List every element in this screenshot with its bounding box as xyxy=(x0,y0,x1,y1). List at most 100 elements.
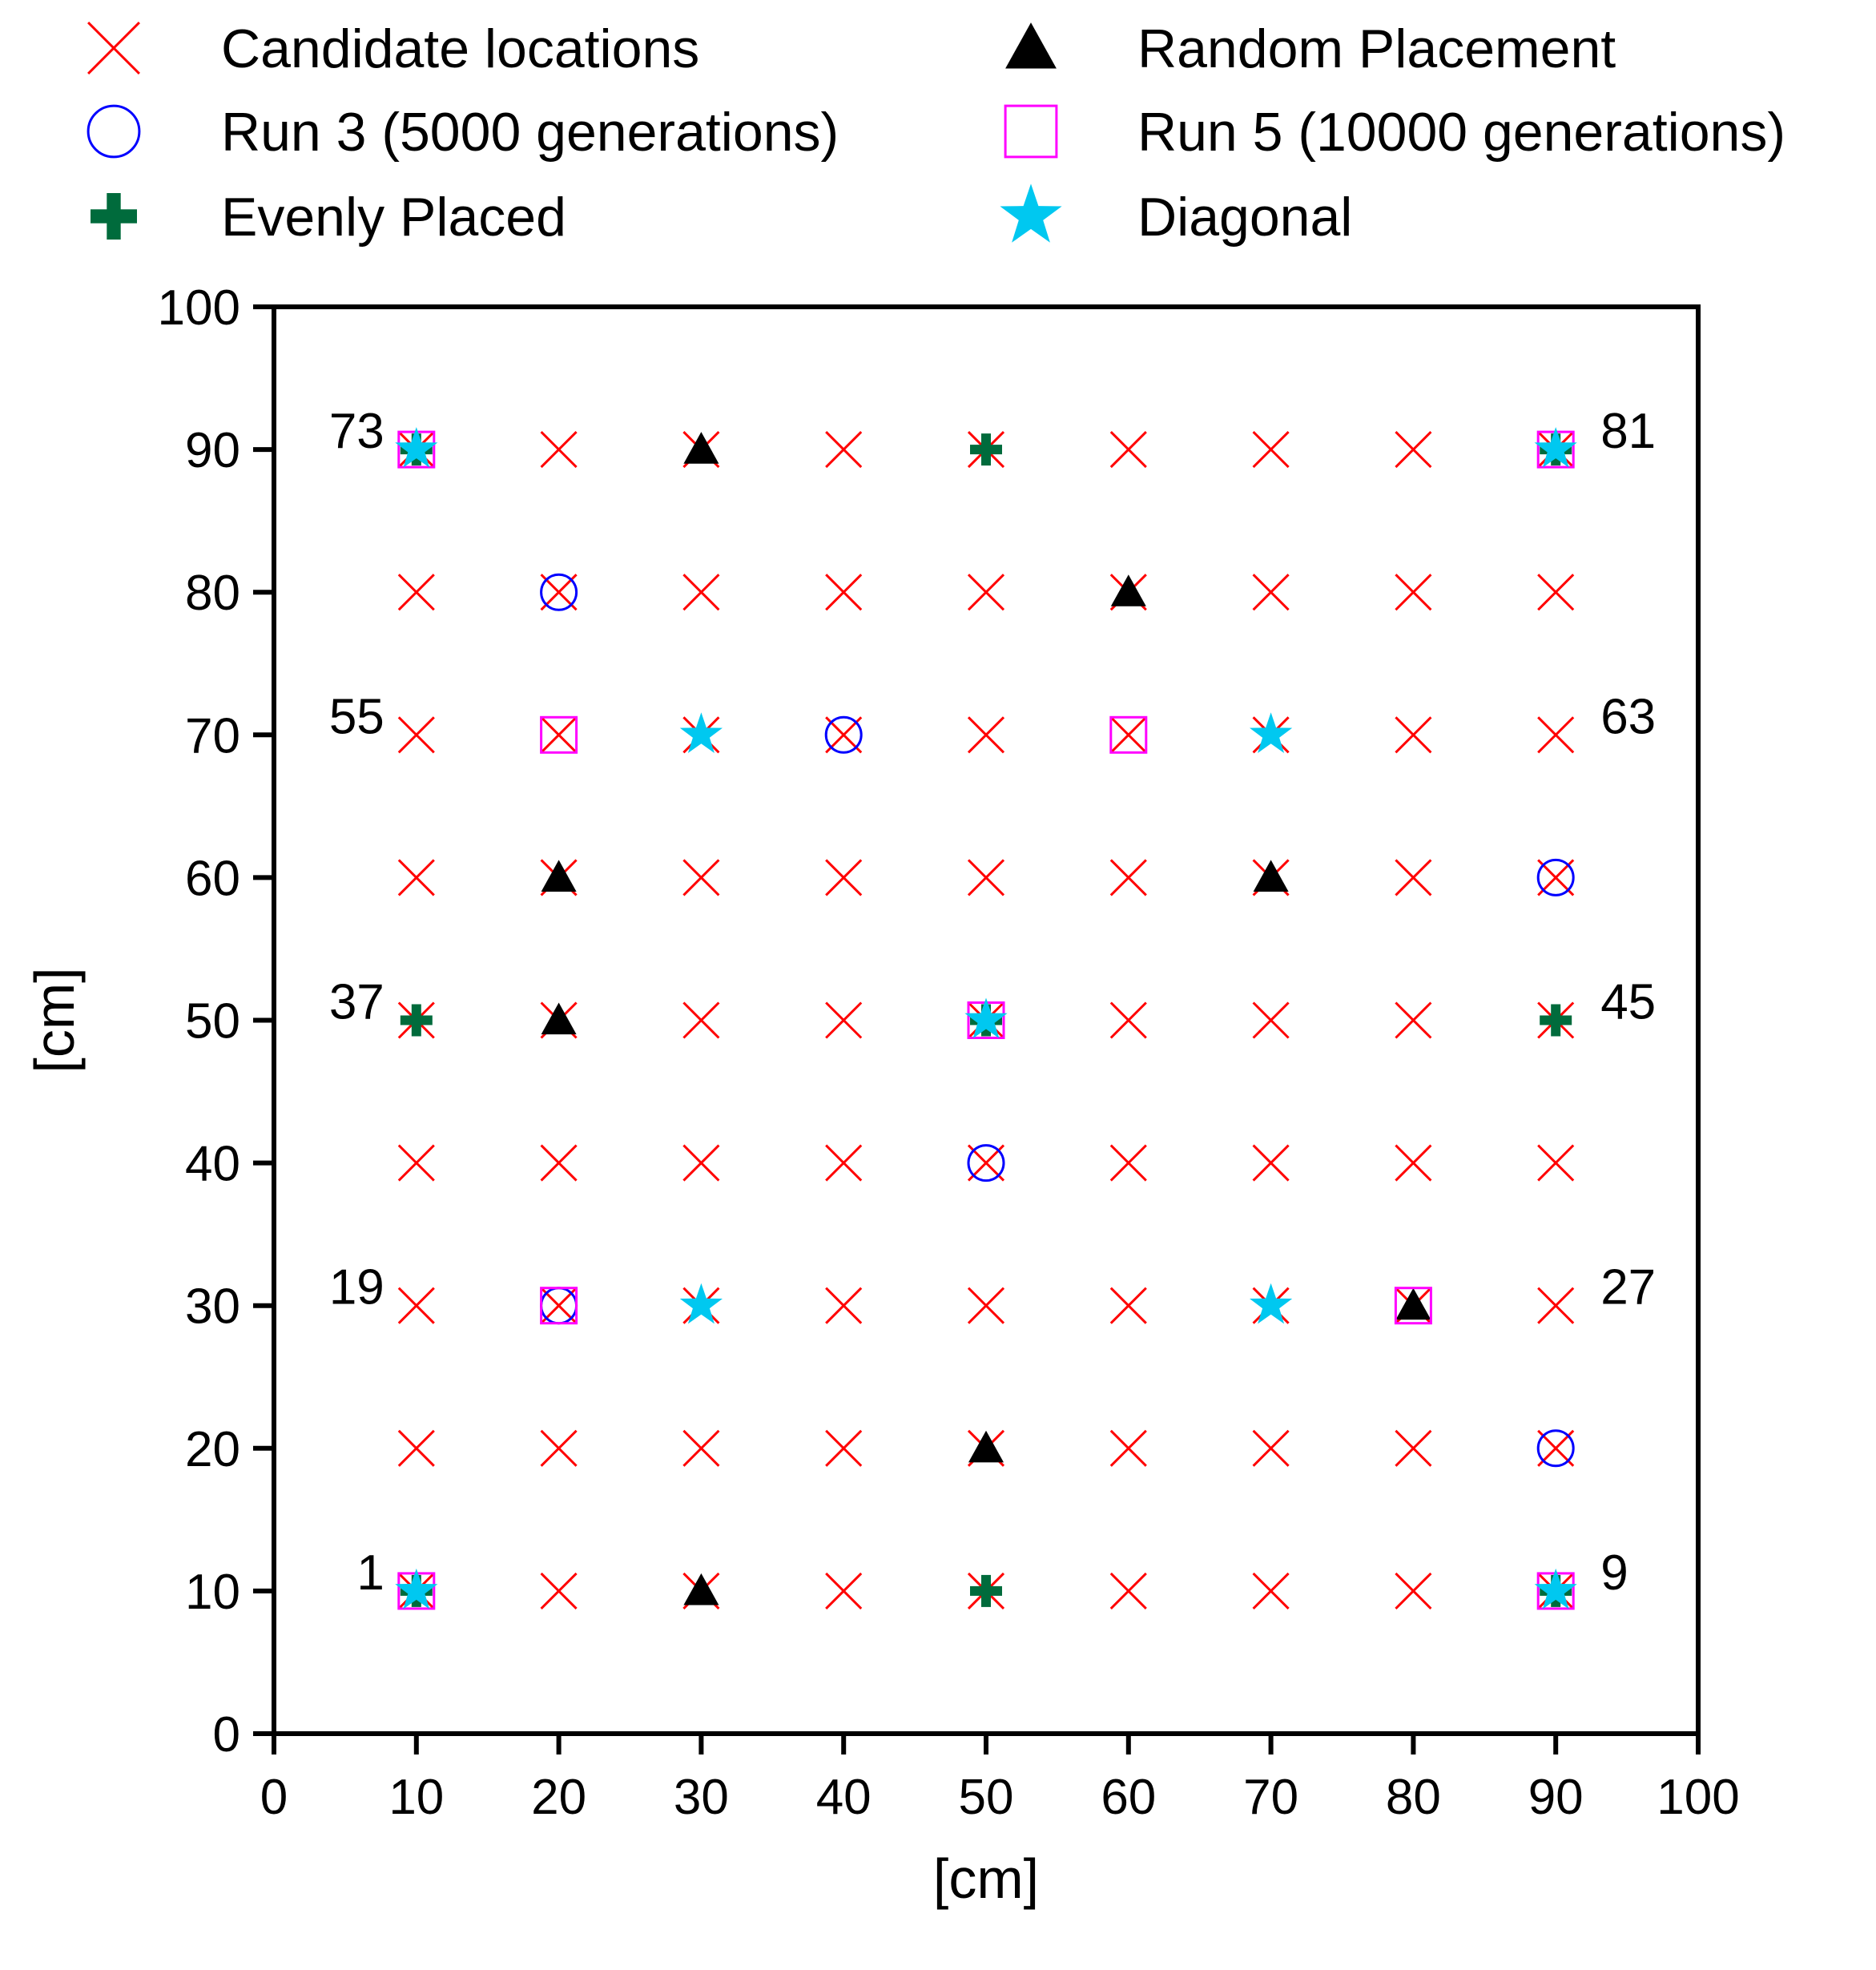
candidate-point xyxy=(1395,1429,1432,1467)
diagonal-point xyxy=(1250,712,1293,753)
diagonal-point xyxy=(679,1283,723,1324)
candidate-point xyxy=(1109,1429,1147,1467)
series-random xyxy=(541,432,1431,1605)
diagonal-point xyxy=(964,997,1008,1039)
x-tick-label: 60 xyxy=(1101,1770,1156,1825)
candidate-point xyxy=(967,716,1005,754)
candidate-point xyxy=(397,716,435,754)
legend-item-evenly: Evenly Placed xyxy=(91,187,566,248)
candidate-point xyxy=(1252,431,1290,469)
candidate-point xyxy=(1252,1144,1290,1182)
x-tick-label: 50 xyxy=(959,1770,1014,1825)
y-axis-title: [cm] xyxy=(23,967,86,1073)
candidate-point xyxy=(825,1287,863,1324)
candidate-point xyxy=(1109,1001,1147,1039)
legend-label-diagonal: Diagonal xyxy=(1137,187,1352,248)
location-index-label: 63 xyxy=(1600,689,1656,744)
candidate-point xyxy=(1537,1287,1575,1324)
location-index-label: 55 xyxy=(329,689,384,744)
y-tick-label: 90 xyxy=(185,423,240,478)
legend-item-diagonal: Diagonal xyxy=(1000,183,1352,248)
candidate-point xyxy=(1537,574,1575,611)
y-tick-label: 70 xyxy=(185,708,240,763)
candidate-point xyxy=(825,1429,863,1467)
y-axis: 0 10 20 30 40 50 60 70 80 90 100 xyxy=(158,280,274,1763)
run3-point xyxy=(824,715,863,754)
x-tick-label: 40 xyxy=(816,1770,872,1825)
candidate-point xyxy=(1109,431,1147,469)
run3-point xyxy=(967,1144,1005,1182)
run3-point xyxy=(1536,1429,1575,1468)
location-index-label: 81 xyxy=(1600,404,1656,459)
location-index-label: 9 xyxy=(1600,1545,1628,1601)
candidate-point xyxy=(540,1144,578,1182)
x-tick-label: 0 xyxy=(260,1770,288,1825)
legend-label-evenly: Evenly Placed xyxy=(221,187,566,248)
x-tick-label: 10 xyxy=(388,1770,444,1825)
legend-item-candidate: Candidate locations xyxy=(87,18,699,79)
x-tick-label: 80 xyxy=(1386,1770,1441,1825)
legend-marker-random xyxy=(1005,22,1057,69)
candidate-point xyxy=(825,1572,863,1609)
evenly-point xyxy=(970,1574,1002,1607)
legend-marker-run3 xyxy=(87,104,141,159)
x-axis-title: [cm] xyxy=(933,1847,1039,1910)
candidate-point xyxy=(397,1287,435,1324)
legend-item-run5: Run 5 (10000 generations) xyxy=(1004,102,1785,163)
legend-marker-diagonal xyxy=(1000,183,1062,243)
candidate-point xyxy=(1395,716,1432,754)
candidate-point xyxy=(1109,859,1147,896)
run3-point xyxy=(1536,858,1575,896)
y-tick-label: 40 xyxy=(185,1137,240,1192)
random-point xyxy=(683,1573,719,1605)
candidate-point xyxy=(825,431,863,469)
evenly-point xyxy=(1540,1004,1572,1037)
run3-point xyxy=(540,573,578,611)
y-tick-label: 60 xyxy=(185,851,240,906)
random-point xyxy=(1110,574,1146,606)
candidate-point xyxy=(1537,1144,1575,1182)
candidate-point xyxy=(682,1429,720,1467)
x-tick-label: 70 xyxy=(1243,1770,1298,1825)
x-axis: 0 10 20 30 40 50 60 70 80 90 100 xyxy=(260,1734,1740,1825)
run5-point xyxy=(540,715,578,754)
candidate-point xyxy=(1395,1001,1432,1039)
candidate-point xyxy=(397,574,435,611)
candidate-point xyxy=(682,574,720,611)
candidate-point xyxy=(1109,1287,1147,1324)
location-index-label: 19 xyxy=(329,1260,384,1315)
candidate-point xyxy=(967,1287,1005,1324)
location-index-label: 45 xyxy=(1600,975,1656,1030)
x-tick-label: 90 xyxy=(1528,1770,1584,1825)
candidate-point xyxy=(1537,716,1575,754)
run5-point xyxy=(1109,715,1148,754)
random-point xyxy=(1253,860,1289,892)
candidate-point xyxy=(1395,574,1432,611)
candidate-point xyxy=(825,1144,863,1182)
candidate-point xyxy=(540,716,578,754)
candidate-point xyxy=(1395,431,1432,469)
y-tick-label: 50 xyxy=(185,994,240,1049)
run5-point xyxy=(1394,1287,1432,1325)
random-point xyxy=(968,1430,1004,1463)
diagonal-point xyxy=(1534,1568,1577,1609)
candidate-point xyxy=(1252,1429,1290,1467)
random-point xyxy=(541,1002,577,1035)
x-tick-label: 30 xyxy=(674,1770,729,1825)
candidate-point xyxy=(682,1144,720,1182)
random-point xyxy=(683,432,719,464)
candidate-point xyxy=(825,1001,863,1039)
x-tick-label: 100 xyxy=(1657,1770,1739,1825)
candidate-point xyxy=(682,1001,720,1039)
legend-label-random: Random Placement xyxy=(1137,18,1616,79)
diagonal-point xyxy=(1534,427,1577,468)
candidate-point xyxy=(1252,1001,1290,1039)
y-tick-label: 80 xyxy=(185,566,240,621)
candidate-point xyxy=(1395,1144,1432,1182)
candidate-point xyxy=(967,859,1005,896)
diagonal-point xyxy=(395,1568,438,1609)
y-tick-label: 20 xyxy=(185,1422,240,1477)
location-index-label: 1 xyxy=(356,1545,384,1601)
random-point xyxy=(1395,1287,1431,1320)
